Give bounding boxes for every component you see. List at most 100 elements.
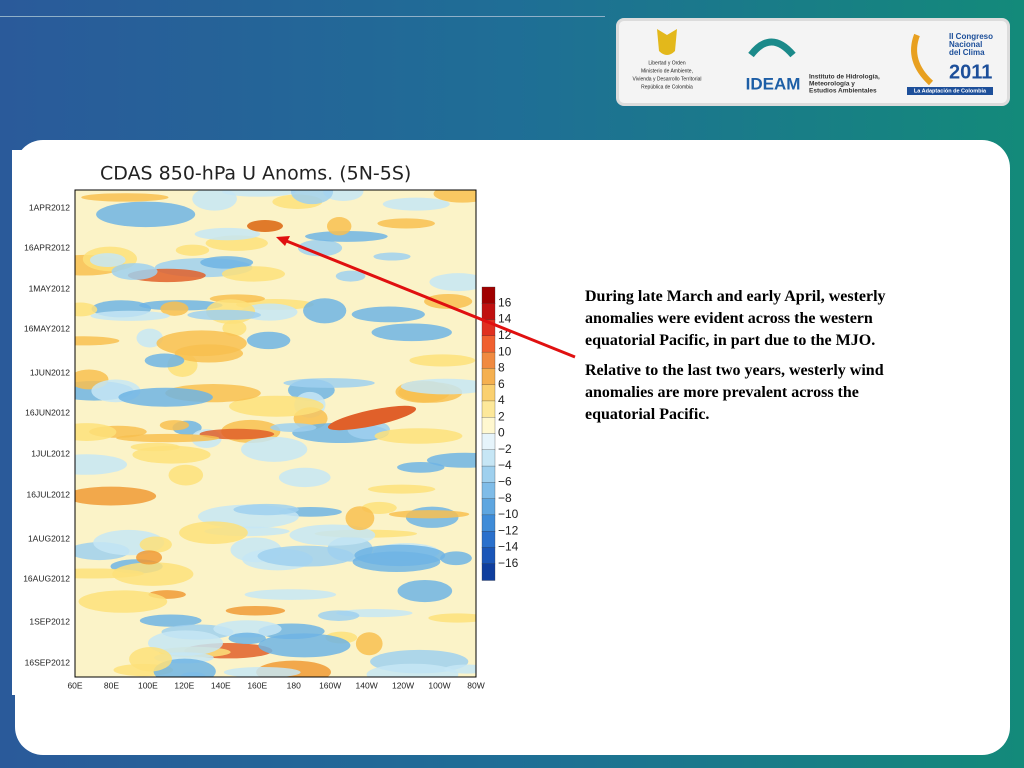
anomaly-patch bbox=[355, 632, 383, 656]
x-tick-label: 100W bbox=[428, 680, 450, 690]
y-tick-label: 1APR2012 bbox=[29, 202, 70, 212]
congress-line: Nacional bbox=[949, 40, 982, 49]
anomaly-patch bbox=[305, 230, 388, 242]
anomaly-patch bbox=[283, 378, 375, 388]
colorbar-swatch bbox=[481, 335, 496, 353]
anomaly-patch bbox=[187, 309, 261, 321]
anomaly-patch bbox=[96, 201, 196, 228]
x-tick-label: 80W bbox=[467, 680, 484, 690]
x-tick-label: 100E bbox=[138, 680, 158, 690]
anomaly-patch bbox=[258, 633, 351, 658]
colorbar-swatch bbox=[481, 482, 496, 500]
anomaly-patch bbox=[278, 467, 331, 488]
anomaly-patch bbox=[366, 663, 459, 677]
colorbar-swatch bbox=[481, 563, 496, 581]
congress-line: II Congreso bbox=[949, 32, 993, 41]
anomaly-patch bbox=[147, 630, 223, 656]
anomaly-patch bbox=[139, 614, 202, 627]
y-tick-label: 1JUN2012 bbox=[30, 367, 70, 377]
anomaly-patch bbox=[326, 217, 352, 236]
logos: Libertad y Orden Ministerio de Ambiente, V… bbox=[632, 29, 993, 95]
anomaly-patch bbox=[222, 320, 247, 337]
colorbar-swatch bbox=[481, 384, 496, 402]
x-tick-label: 160E bbox=[247, 680, 267, 690]
anomaly-patch bbox=[200, 256, 254, 269]
anomaly-patch bbox=[345, 506, 375, 531]
crest bbox=[657, 29, 677, 55]
colorbar-label: −6 bbox=[498, 475, 512, 489]
anomaly-patch bbox=[297, 239, 343, 257]
colorbar-label: 10 bbox=[498, 344, 512, 358]
ministry-line: Libertad y Orden bbox=[648, 60, 685, 66]
anomaly-patch bbox=[428, 613, 476, 623]
colorbar-swatch bbox=[481, 514, 496, 532]
colorbar-label: 0 bbox=[498, 426, 505, 440]
anomaly-patch bbox=[136, 550, 163, 565]
figure-title: CDAS 850-hPa U Anoms. (5N-5S) bbox=[100, 163, 411, 185]
anomaly-patch bbox=[194, 227, 261, 241]
anomaly-patch bbox=[229, 395, 324, 417]
ideam-line: Estudios Ambientales bbox=[809, 88, 877, 95]
colorbar-swatch bbox=[481, 417, 496, 435]
anomaly-patch bbox=[371, 323, 452, 342]
ideam-name: IDEAM bbox=[746, 74, 801, 93]
anomaly-patch bbox=[199, 428, 275, 440]
x-tick-label: 60E bbox=[67, 680, 82, 690]
anomaly-patch bbox=[78, 590, 168, 613]
text-block: During late March and early April, weste… bbox=[585, 286, 920, 434]
anomaly-patch bbox=[144, 353, 185, 368]
anomaly-patch bbox=[75, 423, 117, 441]
anomaly-patch bbox=[409, 354, 476, 367]
colorbar-label: −14 bbox=[498, 540, 519, 554]
anomaly-patch bbox=[159, 420, 190, 431]
x-tick-label: 140W bbox=[356, 680, 378, 690]
colorbar-label: −8 bbox=[498, 491, 512, 505]
colorbar-label: 2 bbox=[498, 409, 505, 423]
y-tick-label: 16AUG2012 bbox=[23, 573, 70, 583]
congress-tagline: La Adaptación de Colombia bbox=[914, 88, 987, 94]
y-tick-label: 1SEP2012 bbox=[29, 616, 70, 626]
anomaly-patch bbox=[323, 190, 364, 201]
anomaly-patch bbox=[429, 273, 476, 292]
colorbar-swatch bbox=[481, 547, 496, 565]
anomaly-patch bbox=[424, 293, 473, 309]
anomaly-patch bbox=[303, 298, 347, 324]
anomaly-patch bbox=[228, 632, 266, 645]
arrow-head bbox=[276, 236, 290, 246]
anomaly-patch bbox=[139, 536, 172, 553]
colorbar-label: 8 bbox=[498, 361, 505, 375]
ministry-line: Ministerio de Ambiente, bbox=[641, 68, 693, 74]
anomaly-patch bbox=[246, 331, 291, 350]
congress-swoosh bbox=[911, 33, 934, 86]
congress-line: 2011 bbox=[949, 61, 992, 83]
y-tick-label: 1MAY2012 bbox=[29, 283, 71, 293]
anomaly-patch bbox=[374, 428, 463, 444]
anomaly-patch bbox=[397, 579, 453, 603]
x-tick-label: 140E bbox=[211, 680, 231, 690]
anomaly-patch bbox=[244, 589, 337, 600]
anomaly-patch bbox=[111, 263, 158, 280]
colorbar-label: −10 bbox=[498, 507, 519, 521]
anomaly-patch bbox=[221, 266, 285, 282]
anomaly-patch bbox=[136, 328, 163, 348]
anomaly-patch bbox=[225, 605, 286, 616]
colorbar-swatch bbox=[481, 433, 496, 451]
anomaly-patch bbox=[222, 190, 296, 197]
paragraph: During late March and early April, weste… bbox=[585, 288, 886, 349]
plot-frame bbox=[74, 189, 477, 678]
anomaly-patch bbox=[367, 484, 436, 494]
y-tick-label: 16JUN2012 bbox=[25, 407, 70, 417]
logo-bar: Libertad y Orden Ministerio de Ambiente, V… bbox=[616, 18, 1010, 106]
anomaly-patch bbox=[247, 220, 283, 232]
anomaly-patch bbox=[156, 330, 247, 357]
colorbar-label: 16 bbox=[498, 295, 512, 309]
anomaly-patch bbox=[168, 464, 204, 486]
anomaly-patch bbox=[118, 387, 213, 407]
ministry-line: República de Colombia bbox=[641, 84, 693, 90]
anomaly-patch bbox=[179, 521, 248, 545]
anomaly-patch bbox=[373, 252, 411, 261]
y-tick-label: 16JUL2012 bbox=[27, 489, 71, 499]
anomaly-patch bbox=[175, 244, 210, 256]
pointer-arrow bbox=[283, 238, 576, 359]
